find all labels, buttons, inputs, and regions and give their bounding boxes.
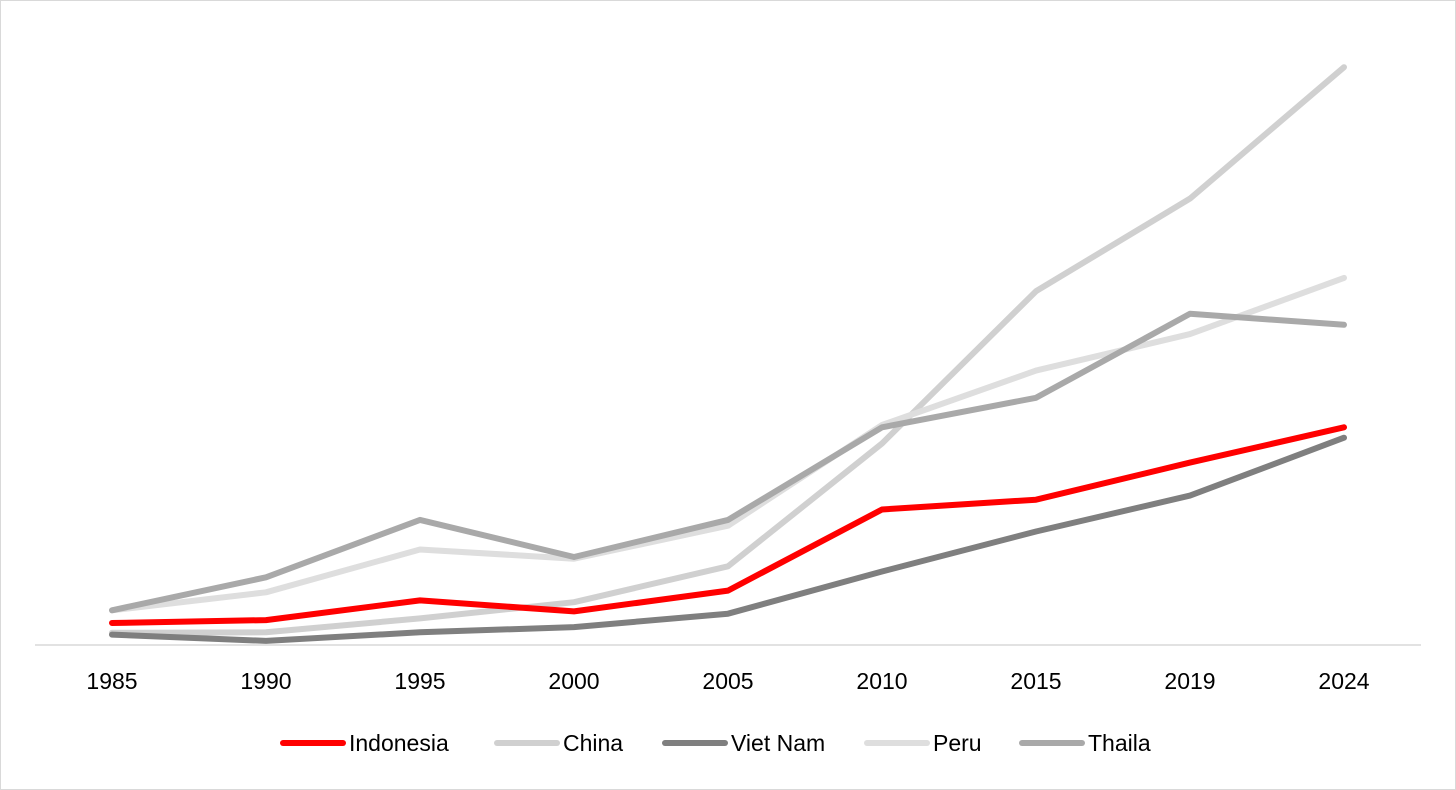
legend-item-thaila: Thaila	[1019, 730, 1151, 756]
x-tick-label: 2005	[702, 668, 753, 694]
series-line-peru	[109, 274, 1347, 614]
x-tick-label: 1995	[394, 668, 445, 694]
x-tick-label: 2000	[548, 668, 599, 694]
series-line-viet-nam	[109, 434, 1347, 644]
legend-label: Thaila	[1088, 730, 1151, 756]
legend-item-indonesia: Indonesia	[280, 730, 449, 756]
legend-item-viet-nam: Viet Nam	[662, 730, 825, 756]
series-layer	[109, 64, 1347, 644]
legend-label: China	[563, 730, 623, 756]
series-line-thaila	[109, 310, 1347, 614]
x-tick-label: 1990	[240, 668, 291, 694]
legend: Indonesia China Viet Nam Peru Thaila	[280, 730, 1151, 756]
x-tick-label: 2010	[856, 668, 907, 694]
series-line-china	[109, 64, 1347, 636]
x-tick-labels: 1985 1990 1995 2000 2005 2010 2015 2019 2024	[86, 668, 1369, 694]
x-tick-label: 2019	[1164, 668, 1215, 694]
x-tick-label: 2024	[1318, 668, 1369, 694]
legend-label: Viet Nam	[731, 730, 825, 756]
series-line-indonesia	[109, 424, 1347, 626]
legend-item-peru: Peru	[864, 730, 982, 756]
legend-item-china: China	[494, 730, 623, 756]
legend-label: Peru	[933, 730, 982, 756]
legend-label: Indonesia	[349, 730, 449, 756]
x-tick-label: 2015	[1010, 668, 1061, 694]
x-tick-label: 1985	[86, 668, 137, 694]
